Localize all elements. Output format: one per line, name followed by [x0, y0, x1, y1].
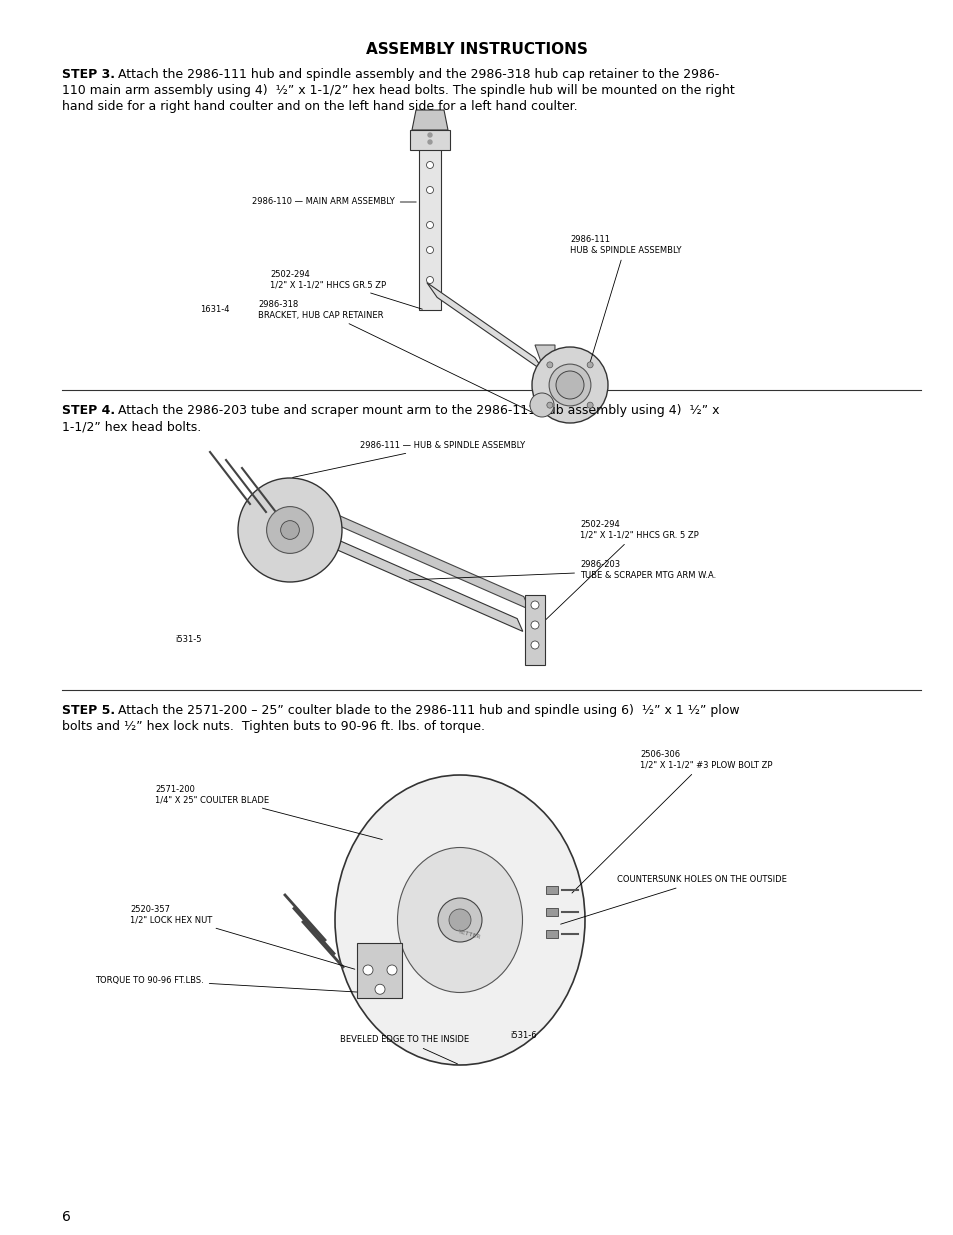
- Text: TORQUE TO 90-96 FT.LBS.: TORQUE TO 90-96 FT.LBS.: [95, 976, 362, 993]
- Circle shape: [531, 641, 538, 650]
- Circle shape: [266, 506, 314, 553]
- Circle shape: [531, 601, 538, 609]
- Circle shape: [532, 347, 607, 424]
- Circle shape: [546, 362, 553, 368]
- Bar: [524, 595, 544, 664]
- Circle shape: [280, 521, 299, 540]
- Text: 2986-111
HUB & SPINDLE ASSEMBLY: 2986-111 HUB & SPINDLE ASSEMBLY: [569, 236, 680, 363]
- Bar: [545, 908, 558, 916]
- Text: hand side for a right hand coulter and on the left hand side for a left hand cou: hand side for a right hand coulter and o…: [62, 100, 577, 112]
- Text: 1-1/2” hex head bolts.: 1-1/2” hex head bolts.: [62, 420, 201, 433]
- Text: 1631-4: 1631-4: [200, 305, 230, 315]
- Circle shape: [426, 186, 433, 194]
- Circle shape: [428, 133, 432, 137]
- Text: 2502-294
1/2" X 1-1/2" HHCS GR. 5 ZP: 2502-294 1/2" X 1-1/2" HHCS GR. 5 ZP: [537, 520, 698, 629]
- Text: 2506-306
1/2" X 1-1/2" #3 PLOW BOLT ZP: 2506-306 1/2" X 1-1/2" #3 PLOW BOLT ZP: [572, 751, 772, 893]
- Circle shape: [586, 362, 593, 368]
- Circle shape: [586, 403, 593, 408]
- Polygon shape: [323, 534, 522, 631]
- Polygon shape: [426, 283, 544, 373]
- Bar: [545, 885, 558, 894]
- Bar: [418, 130, 440, 310]
- Polygon shape: [535, 345, 555, 390]
- Text: 2502-294
1/2" X 1-1/2" HHCS GR.5 ZP: 2502-294 1/2" X 1-1/2" HHCS GR.5 ZP: [270, 270, 422, 309]
- Circle shape: [387, 965, 396, 974]
- Text: 2520-357
1/2" LOCK HEX NUT: 2520-357 1/2" LOCK HEX NUT: [130, 905, 355, 969]
- Text: Attach the 2986-111 hub and spindle assembly and the 2986-318 hub cap retainer t: Attach the 2986-111 hub and spindle asse…: [114, 68, 719, 82]
- Text: 2571-200
1/4" X 25" COULTER BLADE: 2571-200 1/4" X 25" COULTER BLADE: [154, 785, 382, 840]
- Text: 6: 6: [62, 1210, 71, 1224]
- Text: YETTER: YETTER: [457, 930, 481, 941]
- Circle shape: [426, 162, 433, 168]
- Circle shape: [426, 247, 433, 253]
- Text: STEP 4.: STEP 4.: [62, 404, 115, 417]
- Text: ASSEMBLY INSTRUCTIONS: ASSEMBLY INSTRUCTIONS: [366, 42, 587, 57]
- Text: 2986-203
TUBE & SCRAPER MTG ARM W.A.: 2986-203 TUBE & SCRAPER MTG ARM W.A.: [409, 561, 716, 580]
- Text: STEP 3.: STEP 3.: [62, 68, 115, 82]
- Text: 2986-111 — HUB & SPINDLE ASSEMBLY: 2986-111 — HUB & SPINDLE ASSEMBLY: [293, 441, 524, 478]
- Circle shape: [375, 984, 385, 994]
- Text: i531-6: i531-6: [510, 1031, 536, 1041]
- Polygon shape: [330, 511, 529, 609]
- Bar: [410, 130, 450, 149]
- Circle shape: [426, 221, 433, 228]
- Ellipse shape: [335, 776, 584, 1065]
- Text: COUNTERSUNK HOLES ON THE OUTSIDE: COUNTERSUNK HOLES ON THE OUTSIDE: [560, 876, 786, 924]
- Text: i531-5: i531-5: [174, 636, 201, 645]
- Bar: [545, 930, 558, 939]
- Text: Attach the 2986-203 tube and scraper mount arm to the 2986-111 hub assembly usin: Attach the 2986-203 tube and scraper mou…: [114, 404, 719, 417]
- Circle shape: [237, 478, 341, 582]
- Circle shape: [426, 277, 433, 284]
- Text: STEP 5.: STEP 5.: [62, 704, 115, 718]
- Text: Attach the 2571-200 – 25” coulter blade to the 2986-111 hub and spindle using 6): Attach the 2571-200 – 25” coulter blade …: [114, 704, 739, 718]
- Circle shape: [530, 393, 554, 417]
- Text: 110 main arm assembly using 4)  ½” x 1-1/2” hex head bolts. The spindle hub will: 110 main arm assembly using 4) ½” x 1-1/…: [62, 84, 734, 98]
- Text: BEVELED EDGE TO THE INSIDE: BEVELED EDGE TO THE INSIDE: [339, 1035, 469, 1063]
- Text: 2986-318
BRACKET, HUB CAP RETAINER: 2986-318 BRACKET, HUB CAP RETAINER: [257, 300, 539, 416]
- Circle shape: [437, 898, 481, 942]
- Text: bolts and ½” hex lock nuts.  Tighten buts to 90-96 ft. lbs. of torque.: bolts and ½” hex lock nuts. Tighten buts…: [62, 720, 484, 734]
- Ellipse shape: [397, 847, 522, 993]
- Circle shape: [549, 364, 590, 406]
- Circle shape: [546, 403, 553, 408]
- Polygon shape: [412, 110, 448, 130]
- Circle shape: [363, 965, 373, 974]
- Text: 2986-110 — MAIN ARM ASSEMBLY: 2986-110 — MAIN ARM ASSEMBLY: [252, 198, 416, 206]
- Circle shape: [531, 621, 538, 629]
- Circle shape: [428, 140, 432, 144]
- Circle shape: [449, 909, 471, 931]
- Circle shape: [556, 370, 583, 399]
- Bar: [357, 942, 402, 998]
